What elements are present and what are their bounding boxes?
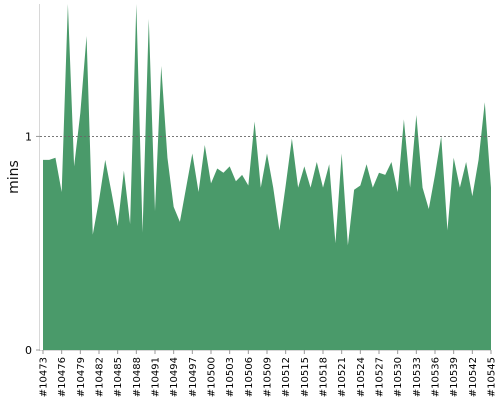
x-tick-label: #10491 [151, 357, 162, 397]
x-tick-label: #10545 [487, 357, 498, 397]
x-tick-label: #10479 [76, 357, 87, 397]
x-tick-label: #10533 [412, 357, 423, 397]
plot-area [40, 4, 491, 350]
x-tick-label: #10542 [468, 357, 479, 397]
x-tick-label: #10488 [132, 357, 143, 397]
x-tick-label: #10524 [356, 357, 367, 397]
x-tick-label: #10482 [95, 357, 106, 397]
x-tick-label: #10527 [375, 357, 386, 397]
x-tick-label: #10473 [39, 357, 50, 397]
y-axis-label: mins [6, 160, 22, 194]
x-tick-label: #10497 [188, 357, 199, 397]
y-tick-label: 1 [25, 130, 32, 143]
x-tick-label: #10512 [281, 357, 292, 397]
x-tick-label: #10509 [263, 357, 274, 397]
x-tick-label: #10476 [57, 357, 68, 397]
x-tick-label: #10536 [431, 357, 442, 397]
x-tick-label: #10539 [449, 357, 460, 397]
x-tick-label: #10521 [337, 357, 348, 397]
x-tick-label: #10530 [393, 357, 404, 397]
x-tick-label: #10500 [207, 357, 218, 397]
area-series [43, 4, 491, 350]
y-tick-label: 0 [25, 344, 32, 357]
x-tick-label: #10518 [319, 357, 330, 397]
x-tick-label: #10485 [113, 357, 124, 397]
x-tick-label: #10494 [169, 357, 180, 397]
x-tick-label: #10515 [300, 357, 311, 397]
x-tick-label: #10503 [225, 357, 236, 397]
x-tick-label: #10506 [244, 357, 255, 397]
